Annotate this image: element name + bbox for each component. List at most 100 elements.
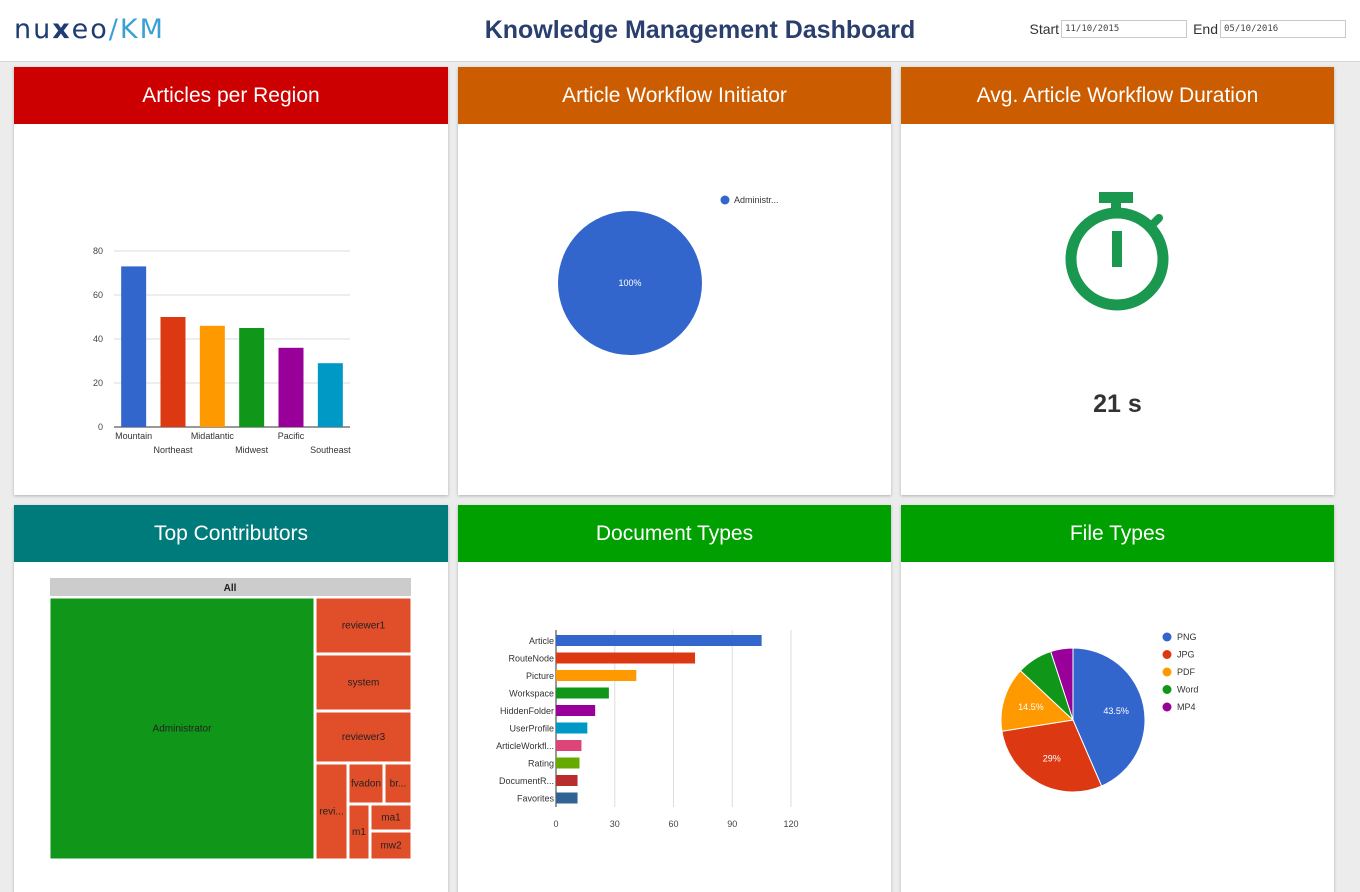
legend-swatch <box>1162 650 1172 659</box>
treemap-cell[interactable] <box>348 763 384 804</box>
duration-value: 21 s <box>1093 390 1142 418</box>
legend-label: Word <box>1177 685 1198 695</box>
nuxeo-km-logo[interactable]: nuxeo/KM <box>14 14 165 45</box>
slice-label: 100% <box>618 278 641 288</box>
x-tick-label: Northeast <box>153 445 193 455</box>
document-types-chart: 0 30 60 90 120 Article RouteNode Picture Workspa… <box>496 630 799 829</box>
treemap-cell-label: reviewer3 <box>342 732 386 743</box>
start-date-label: Start <box>1029 21 1060 37</box>
card-title: File Types <box>1069 521 1166 545</box>
document-types-card: Document Types 0 30 60 90 120 Article RouteNod… <box>458 505 891 892</box>
y-tick-label: Workspace <box>509 689 554 699</box>
x-tick-label: Mountain <box>115 431 152 441</box>
legend-label: PDF <box>1177 667 1196 677</box>
legend-swatch <box>1162 685 1172 694</box>
x-tick-label: 0 <box>553 819 558 829</box>
treemap-cell[interactable] <box>348 804 370 860</box>
treemap-cell-label: Administrator <box>153 724 213 735</box>
y-tick-label: Article <box>529 636 554 646</box>
y-tick-label: Favorites <box>517 794 555 804</box>
treemap-cell[interactable] <box>315 654 412 711</box>
x-tick-label: 120 <box>783 819 798 829</box>
bar[interactable] <box>556 740 582 751</box>
y-tick-label: HiddenFolder <box>500 706 554 716</box>
treemap-cell[interactable] <box>384 763 412 804</box>
card-title: Article Workflow Initiator <box>562 83 787 107</box>
pie-slice[interactable] <box>1001 719 1103 793</box>
card-title: Avg. Article Workflow Duration <box>976 83 1259 107</box>
bar[interactable] <box>556 757 580 769</box>
treemap-cell[interactable] <box>315 711 412 763</box>
treemap-cell[interactable] <box>49 597 315 860</box>
x-tick-label: 90 <box>727 819 737 829</box>
legend-swatch <box>1162 702 1172 712</box>
treemap-cell-label: br... <box>390 779 407 790</box>
bar[interactable] <box>556 775 578 786</box>
treemap-cell-label: revi... <box>319 807 343 818</box>
treemap-cell-label: m1 <box>352 827 366 838</box>
bar[interactable] <box>556 722 588 734</box>
bar[interactable] <box>556 652 696 664</box>
treemap-cell[interactable] <box>315 763 348 860</box>
bar[interactable] <box>199 325 225 427</box>
pie-slice[interactable] <box>558 211 702 355</box>
card-header: Article Workflow Initiator <box>458 67 891 124</box>
x-tick-label: 60 <box>668 819 678 829</box>
workflow-duration-card: Avg. Article Workflow Duration 21 s <box>901 67 1334 495</box>
workflow-initiator-chart: 100% Administr... <box>558 195 779 355</box>
bar[interactable] <box>556 705 596 716</box>
end-date-input[interactable] <box>1220 20 1346 38</box>
card-title: Top Contributors <box>153 521 309 545</box>
card-header: Top Contributors <box>14 505 448 562</box>
legend-swatch <box>1162 667 1172 677</box>
pie-slice[interactable] <box>1000 670 1075 732</box>
start-date-input[interactable] <box>1061 20 1188 38</box>
card-header: Document Types <box>458 505 891 562</box>
legend-label: Administr... <box>734 195 779 205</box>
pie-slice[interactable] <box>1072 647 1146 787</box>
top-contributors-treemap[interactable]: All Administrator reviewer1 system reviewer3… <box>14 562 448 892</box>
bar[interactable] <box>556 687 609 699</box>
logo-separator: / <box>108 14 120 45</box>
top-contributors-card: Top Contributors All Administrator reviewe… <box>14 505 448 892</box>
legend-label: MP4 <box>1177 702 1196 712</box>
bar[interactable] <box>239 328 265 427</box>
workflow-initiator-card: Article Workflow Initiator 100% Administr… <box>458 67 891 495</box>
x-tick-label: Midwest <box>235 445 269 455</box>
card-header: Articles per Region <box>14 67 448 124</box>
x-tick-label: Pacific <box>278 431 305 441</box>
treemap-cell[interactable] <box>370 804 412 831</box>
x-tick-label: 30 <box>610 819 620 829</box>
y-tick-label: Picture <box>526 671 554 681</box>
pie-slice[interactable] <box>1050 647 1074 721</box>
bar[interactable] <box>160 317 186 427</box>
y-tick-label: 0 <box>98 422 103 432</box>
treemap-cell-label: reviewer1 <box>342 621 386 632</box>
x-tick-label: Southeast <box>310 445 351 455</box>
bar[interactable] <box>278 347 304 427</box>
bar[interactable] <box>121 266 147 427</box>
x-tick-label: Midatlantic <box>191 431 235 441</box>
treemap-root[interactable] <box>50 578 411 596</box>
file-types-chart: 43.5% 29% 14.5% PNG JPG PDF Word MP4 <box>1000 632 1198 793</box>
bar[interactable] <box>556 635 762 646</box>
treemap-cell[interactable] <box>315 597 412 654</box>
end-date-label: End <box>1193 21 1218 37</box>
legend-label: PNG <box>1177 632 1197 642</box>
logo-x: x <box>52 14 72 45</box>
slice-label: 43.5% <box>1103 706 1129 716</box>
slice-label: 29% <box>1043 754 1061 764</box>
card-header: File Types <box>901 505 1334 562</box>
bar[interactable] <box>556 792 578 804</box>
y-tick-label: Rating <box>528 759 554 769</box>
treemap-cell-label: system <box>348 678 380 689</box>
treemap-cell-label: ma1 <box>381 813 401 824</box>
logo-text-rest: eo <box>71 14 109 45</box>
bar[interactable] <box>317 363 343 427</box>
card-title: Document Types <box>595 521 754 545</box>
bar[interactable] <box>556 670 637 681</box>
logo-text: nu <box>14 14 53 45</box>
file-types-card: File Types 43.5% 29% 14.5% PNG JPG PDF Word MP4 <box>901 505 1334 892</box>
treemap-cell[interactable] <box>370 831 412 860</box>
